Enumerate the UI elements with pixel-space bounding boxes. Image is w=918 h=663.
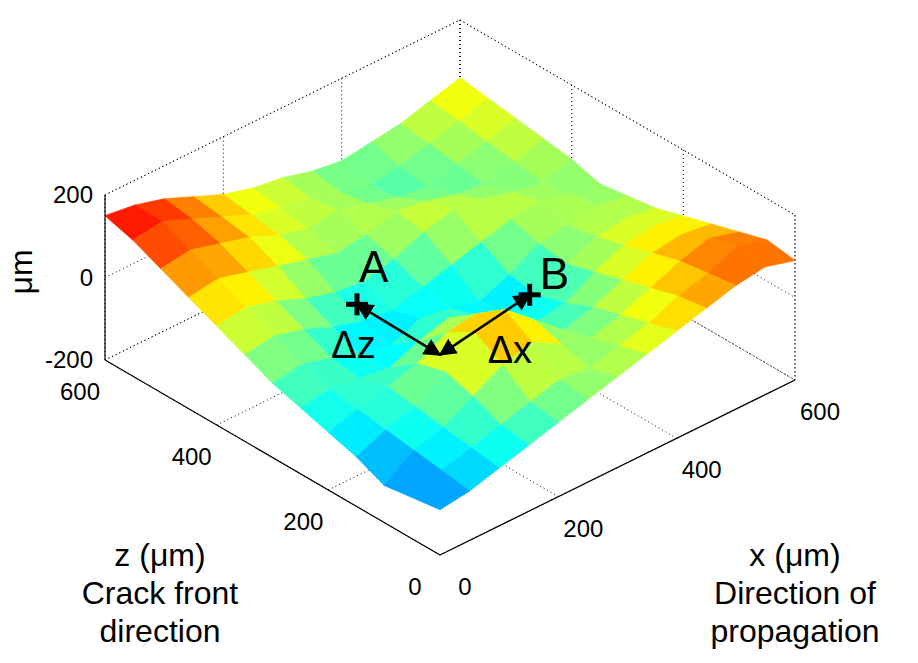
svg-text:B: B [540, 249, 569, 298]
svg-text:200: 200 [53, 181, 93, 208]
svg-text:Crack front: Crack front [82, 575, 239, 611]
svg-text:propagation: propagation [710, 613, 879, 649]
svg-text:600: 600 [800, 398, 840, 425]
svg-text:x (μm): x (μm) [749, 537, 840, 573]
svg-text:z (μm): z (μm) [114, 537, 205, 573]
svg-text:-200: -200 [45, 346, 93, 373]
svg-text:μm: μm [3, 249, 39, 294]
svg-text:direction: direction [100, 613, 221, 649]
svg-text:A: A [359, 242, 389, 291]
svg-text:200: 200 [563, 515, 603, 542]
svg-text:0: 0 [458, 573, 471, 600]
svg-text:400: 400 [172, 443, 212, 470]
svg-text:Δx: Δx [488, 329, 532, 371]
svg-text:600: 600 [60, 378, 100, 405]
svg-text:400: 400 [682, 456, 722, 483]
svg-text:200: 200 [283, 508, 323, 535]
svg-text:Δz: Δz [331, 324, 375, 366]
svg-text:0: 0 [80, 264, 93, 291]
svg-text:0: 0 [408, 573, 421, 600]
svg-text:Direction of: Direction of [714, 575, 876, 611]
